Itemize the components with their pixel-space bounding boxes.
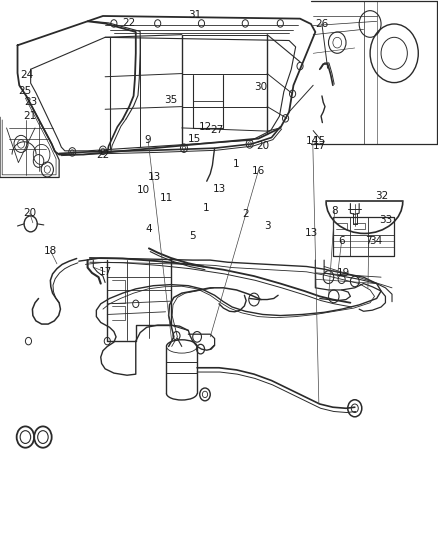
Text: 30: 30	[254, 83, 268, 92]
Text: 10: 10	[137, 185, 150, 195]
Text: 14: 14	[306, 136, 319, 146]
Text: 22: 22	[123, 19, 136, 28]
Text: 6: 6	[338, 236, 345, 246]
Text: 22: 22	[96, 150, 110, 159]
Text: 1: 1	[202, 203, 209, 213]
Text: 1: 1	[233, 159, 240, 169]
Text: 20: 20	[23, 208, 36, 218]
Text: 27: 27	[210, 125, 223, 135]
Text: 33: 33	[379, 215, 392, 224]
Text: 13: 13	[148, 172, 161, 182]
Text: 21: 21	[23, 111, 36, 121]
Text: 34: 34	[369, 236, 382, 246]
Text: 13: 13	[304, 229, 318, 238]
Text: 8: 8	[331, 206, 338, 215]
Text: 11: 11	[160, 193, 173, 203]
Text: 15: 15	[313, 136, 326, 146]
Text: 13: 13	[212, 184, 226, 193]
Text: 4: 4	[145, 224, 152, 234]
Text: 19: 19	[337, 268, 350, 278]
Text: 35: 35	[164, 95, 177, 105]
Text: 17: 17	[99, 267, 112, 277]
Text: 32: 32	[375, 191, 389, 200]
Text: 25: 25	[18, 86, 32, 95]
Text: 15: 15	[188, 134, 201, 143]
Text: 5: 5	[189, 231, 196, 240]
Text: 31: 31	[188, 10, 201, 20]
Text: 16: 16	[252, 166, 265, 175]
Text: 20: 20	[257, 141, 270, 151]
Text: 7: 7	[365, 236, 372, 246]
Text: 26: 26	[315, 19, 328, 29]
Text: 23: 23	[24, 98, 37, 107]
Text: 3: 3	[264, 221, 271, 231]
Text: 9: 9	[145, 135, 152, 144]
Text: 18: 18	[44, 246, 57, 255]
Text: 24: 24	[21, 70, 34, 79]
Text: 17: 17	[313, 141, 326, 151]
Text: 2: 2	[242, 209, 249, 219]
Text: 12: 12	[198, 122, 212, 132]
